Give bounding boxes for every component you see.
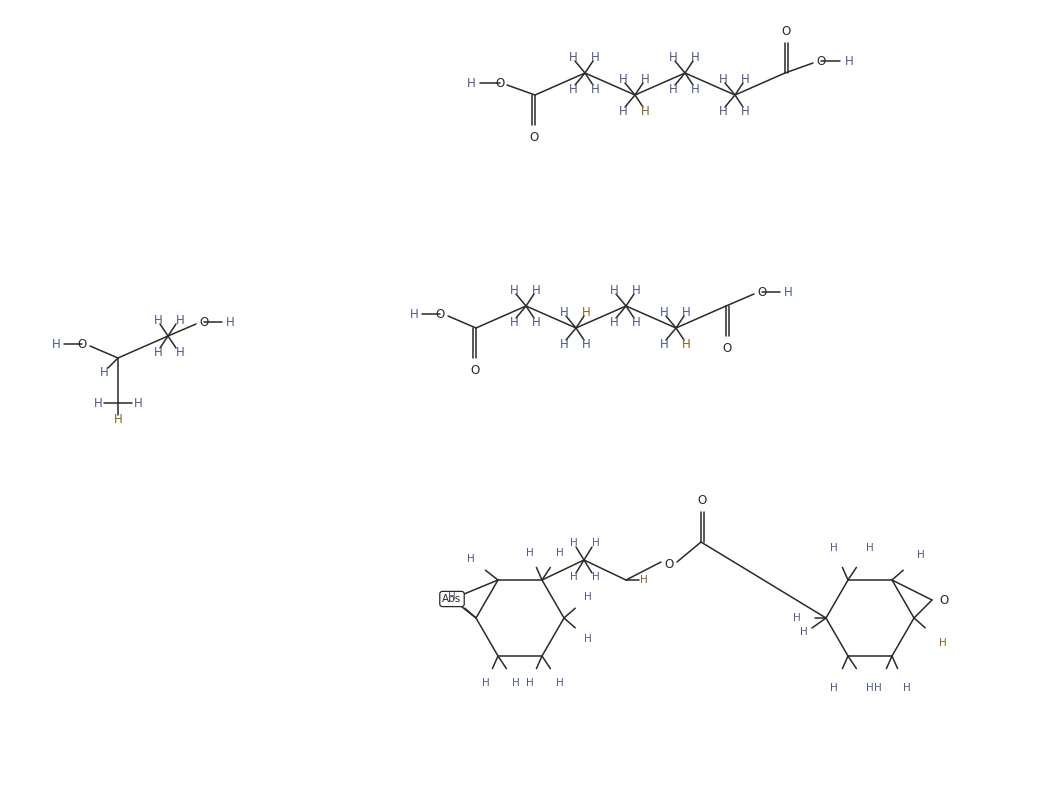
Text: H: H: [902, 683, 911, 693]
Text: O: O: [78, 338, 86, 350]
Text: H: H: [668, 50, 678, 64]
Text: O: O: [722, 342, 732, 354]
Text: H: H: [582, 305, 591, 319]
Text: H: H: [560, 338, 568, 350]
Text: H: H: [641, 72, 649, 86]
Text: H: H: [532, 316, 541, 328]
Text: H: H: [610, 283, 618, 297]
Text: H: H: [526, 548, 534, 558]
Text: O: O: [664, 557, 674, 571]
Text: H: H: [510, 316, 518, 328]
Text: O: O: [758, 286, 767, 298]
Text: H: H: [668, 83, 678, 95]
Text: H: H: [866, 542, 874, 552]
Text: O: O: [470, 364, 480, 376]
Text: H: H: [52, 338, 61, 350]
Text: H: H: [560, 305, 568, 319]
Text: H: H: [618, 72, 628, 86]
Text: H: H: [532, 283, 541, 297]
Text: H: H: [641, 105, 649, 117]
Text: O: O: [781, 24, 791, 38]
Text: H: H: [584, 634, 592, 644]
Text: O: O: [940, 593, 949, 607]
Text: H: H: [584, 592, 592, 602]
Text: H: H: [512, 678, 520, 688]
Text: H: H: [938, 638, 947, 648]
Text: O: O: [496, 76, 504, 90]
Text: H: H: [917, 550, 925, 560]
Text: H: H: [591, 83, 599, 95]
Text: H: H: [100, 365, 109, 379]
Text: H: H: [874, 683, 881, 693]
Text: H: H: [845, 54, 853, 68]
Text: H: H: [682, 338, 691, 350]
Text: H: H: [467, 554, 475, 564]
Text: H: H: [526, 678, 534, 688]
Text: H: H: [176, 313, 184, 327]
Text: H: H: [176, 345, 184, 359]
Text: H: H: [153, 345, 163, 359]
Text: H: H: [641, 575, 648, 585]
Text: H: H: [593, 572, 600, 582]
Text: H: H: [556, 548, 564, 558]
Text: H: H: [830, 542, 837, 552]
Text: H: H: [691, 83, 699, 95]
Text: H: H: [632, 283, 641, 297]
Text: H: H: [94, 397, 102, 409]
Text: H: H: [410, 308, 418, 320]
Text: H: H: [718, 105, 728, 117]
Text: H: H: [691, 50, 699, 64]
Text: H: H: [593, 538, 600, 548]
Text: H: H: [556, 678, 564, 688]
Text: H: H: [618, 105, 628, 117]
Text: H: H: [610, 316, 618, 328]
Text: O: O: [816, 54, 826, 68]
Text: Abs: Abs: [443, 594, 462, 604]
Text: H: H: [741, 72, 749, 86]
Text: H: H: [114, 412, 122, 426]
Text: H: H: [794, 613, 801, 623]
Text: H: H: [467, 76, 476, 90]
Text: H: H: [568, 83, 578, 95]
Text: O: O: [435, 308, 445, 320]
Text: H: H: [866, 683, 874, 693]
Text: H: H: [153, 313, 163, 327]
Text: H: H: [570, 538, 578, 548]
Text: H: H: [660, 305, 668, 319]
Text: H: H: [582, 338, 591, 350]
Text: H: H: [510, 283, 518, 297]
Text: H: H: [591, 50, 599, 64]
Text: H: H: [741, 105, 749, 117]
Text: H: H: [226, 316, 234, 328]
Text: H: H: [830, 683, 837, 693]
Text: H: H: [448, 592, 455, 602]
Text: H: H: [482, 678, 489, 688]
Text: H: H: [632, 316, 641, 328]
Text: O: O: [199, 316, 209, 328]
Text: O: O: [530, 131, 538, 143]
Text: H: H: [800, 627, 808, 637]
Text: H: H: [134, 397, 143, 409]
Text: O: O: [697, 493, 706, 507]
Text: H: H: [682, 305, 691, 319]
Text: H: H: [660, 338, 668, 350]
Text: H: H: [783, 286, 793, 298]
Text: H: H: [570, 572, 578, 582]
Text: H: H: [568, 50, 578, 64]
Text: H: H: [718, 72, 728, 86]
